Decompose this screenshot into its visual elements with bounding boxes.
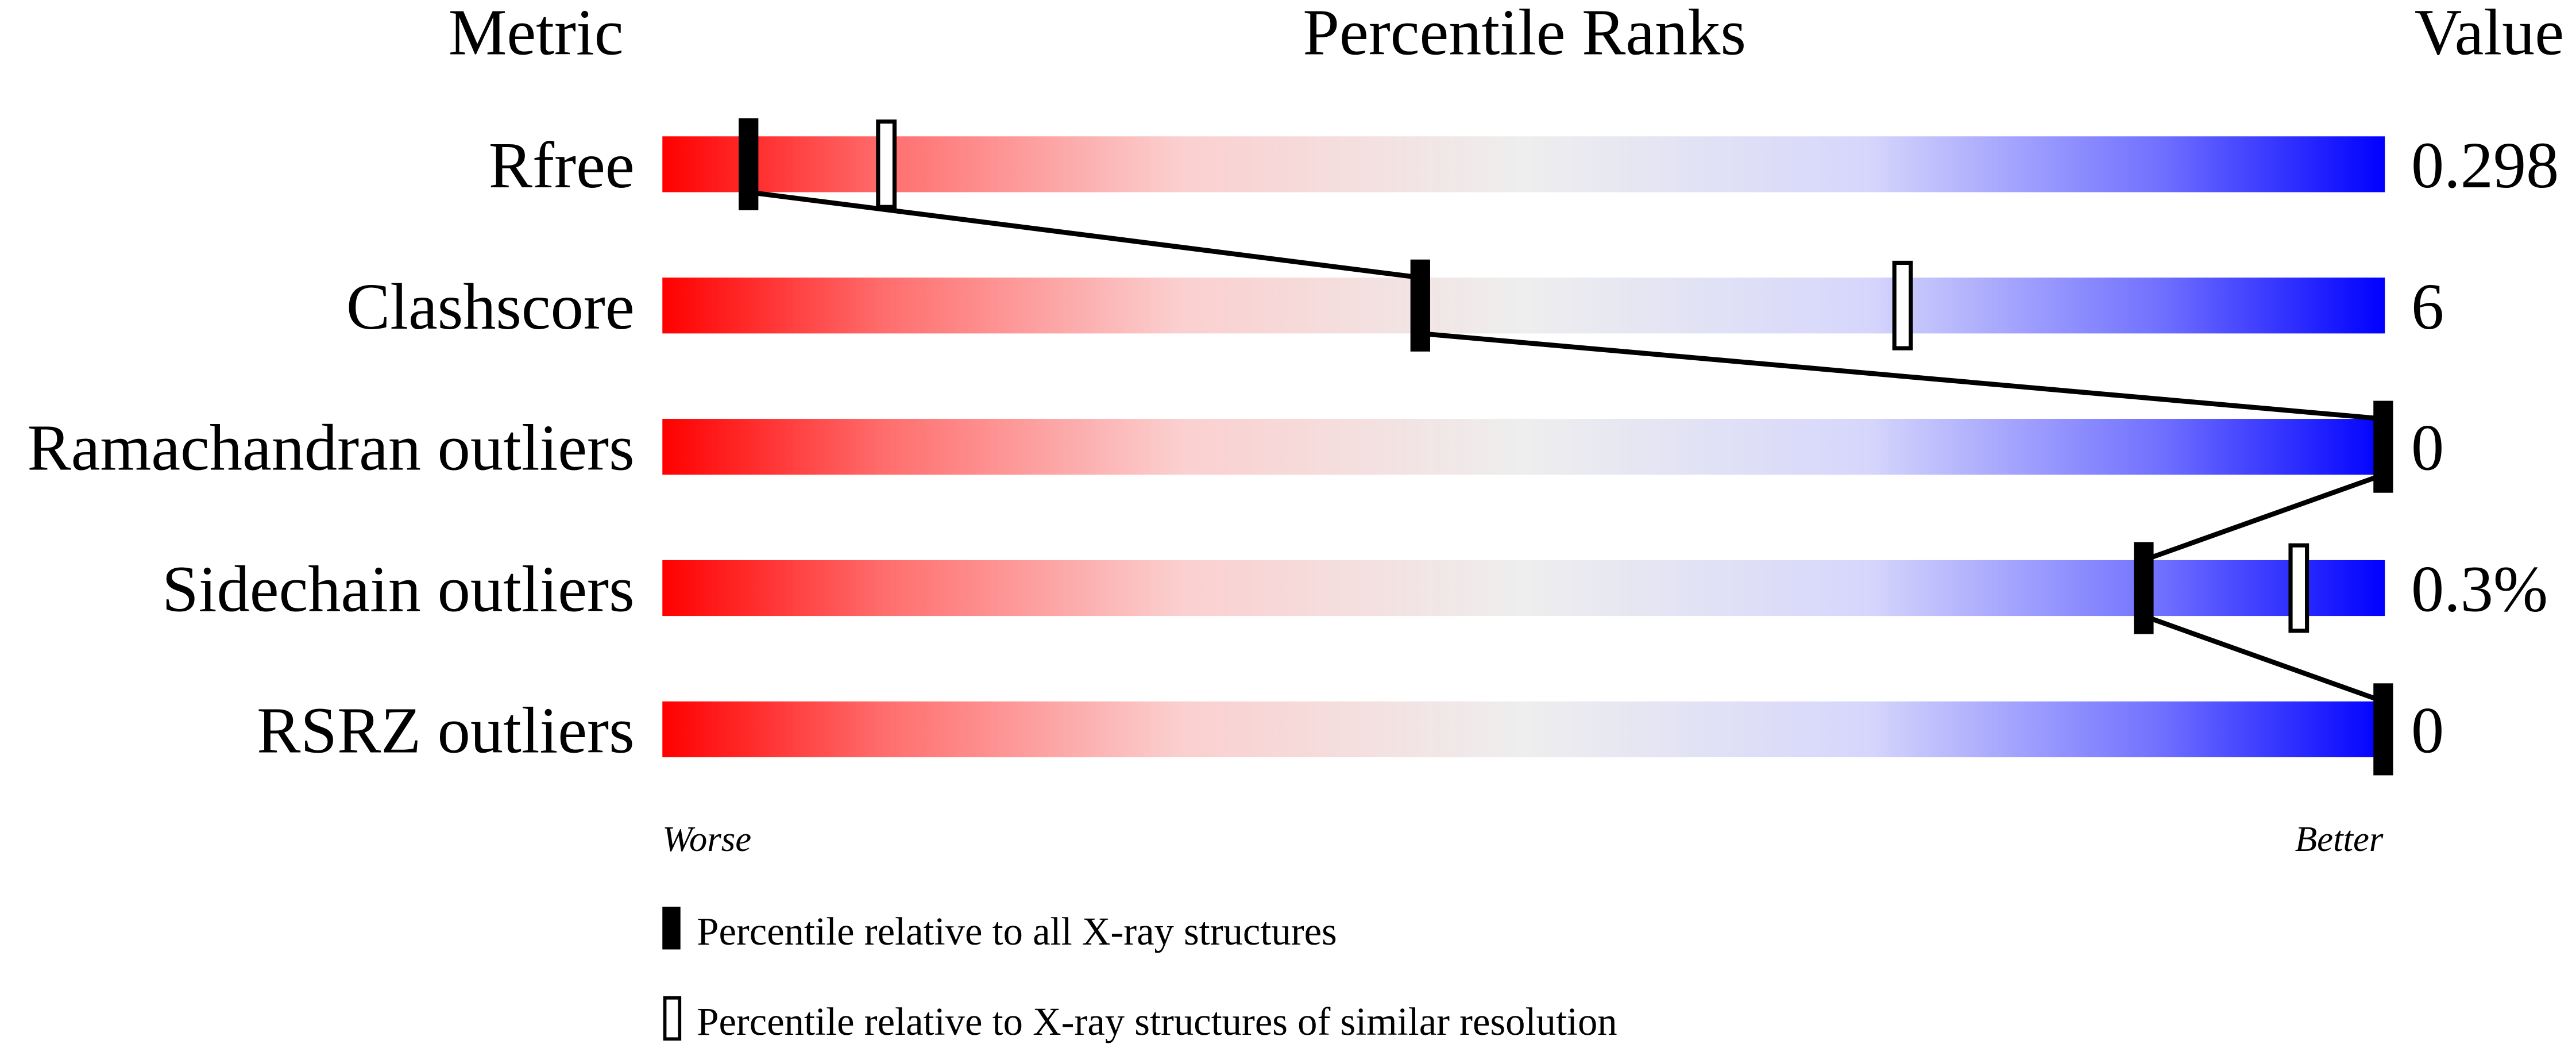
marker-all-structures (2373, 683, 2393, 776)
marker-all-structures (2373, 400, 2393, 493)
connector-line (748, 190, 1421, 280)
marker-similar-resolution (876, 119, 897, 209)
legend-label-all: Percentile relative to all X-ray structu… (697, 910, 1337, 953)
metric-value: 0.3% (2411, 553, 2548, 626)
better-label: Better (2295, 819, 2384, 859)
legend-label-similar: Percentile relative to X-ray structures … (697, 1000, 1617, 1043)
metric-value: 0 (2411, 693, 2444, 766)
metric-label: Ramachandran outliers (27, 411, 634, 484)
metric-label: Clashscore (346, 270, 635, 343)
metric-label: Rfree (489, 129, 635, 202)
header-value: Value (2415, 0, 2564, 68)
connector-line (2142, 614, 2384, 704)
metric-bar (662, 560, 2385, 617)
metric-bar (662, 278, 2385, 334)
metric-bar (662, 701, 2385, 757)
metric-bar (662, 136, 2385, 192)
metric-value: 0 (2411, 411, 2444, 484)
marker-similar-resolution (2288, 543, 2309, 633)
metric-bar (662, 419, 2385, 475)
connector-line (2142, 472, 2384, 562)
header-percentile-ranks: Percentile Ranks (1303, 0, 1746, 68)
marker-similar-resolution (1892, 260, 1913, 350)
metric-label: RSRZ outliers (257, 693, 635, 766)
worse-label: Worse (662, 819, 751, 859)
header-metric: Metric (449, 0, 624, 68)
legend-open-marker (663, 996, 682, 1041)
metric-label: Sidechain outliers (162, 553, 634, 626)
connector-line (1420, 331, 2384, 422)
marker-all-structures (739, 118, 759, 210)
legend-filled-marker (662, 907, 681, 950)
marker-all-structures (2134, 542, 2154, 634)
marker-all-structures (1410, 259, 1430, 352)
metric-value: 6 (2411, 270, 2444, 343)
metric-value: 0.298 (2411, 129, 2559, 202)
